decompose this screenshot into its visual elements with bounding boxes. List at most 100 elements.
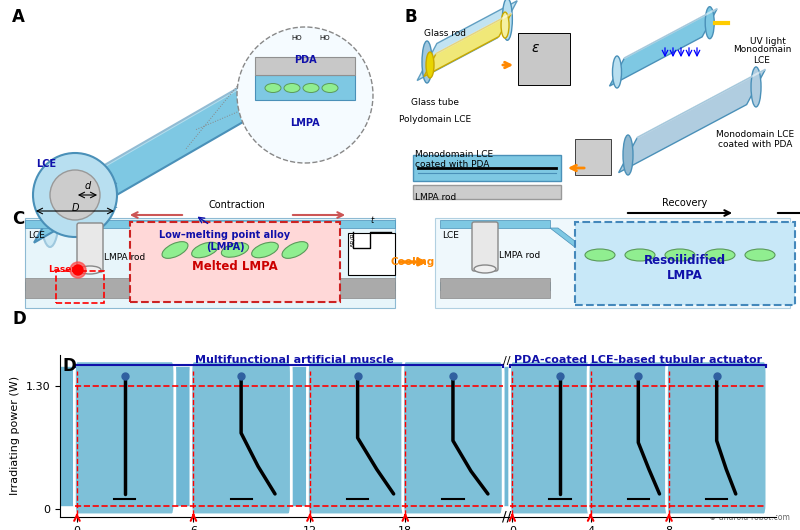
Text: Monodomain
LCE: Monodomain LCE <box>733 45 791 65</box>
Ellipse shape <box>613 56 622 88</box>
Text: D: D <box>12 310 26 328</box>
Text: Contraction: Contraction <box>209 200 266 210</box>
Bar <box>610 266 775 286</box>
FancyBboxPatch shape <box>77 223 103 272</box>
Bar <box>25 282 395 290</box>
Text: //: // <box>502 509 511 523</box>
FancyBboxPatch shape <box>666 361 767 515</box>
Text: A: A <box>12 8 25 26</box>
Circle shape <box>73 265 83 275</box>
Text: LMPA rod: LMPA rod <box>415 193 456 202</box>
Bar <box>610 278 775 286</box>
Bar <box>518 33 570 85</box>
Bar <box>60 367 617 505</box>
Text: HO: HO <box>292 35 302 41</box>
Ellipse shape <box>474 265 496 273</box>
Text: Multifunctional artificial muscle: Multifunctional artificial muscle <box>194 355 394 365</box>
Text: //: // <box>502 356 510 366</box>
Bar <box>440 220 550 228</box>
FancyBboxPatch shape <box>510 361 610 515</box>
Polygon shape <box>417 1 518 81</box>
FancyBboxPatch shape <box>255 75 355 100</box>
Ellipse shape <box>705 249 735 261</box>
Bar <box>348 233 395 275</box>
Text: D: D <box>71 203 78 213</box>
Ellipse shape <box>222 243 249 257</box>
Text: Polydomain LCE: Polydomain LCE <box>399 115 471 124</box>
FancyBboxPatch shape <box>588 361 689 515</box>
Bar <box>413 185 561 199</box>
Bar <box>130 222 340 302</box>
Ellipse shape <box>162 242 188 258</box>
Text: d: d <box>84 181 90 191</box>
Text: LCE: LCE <box>36 159 56 169</box>
Circle shape <box>70 262 86 278</box>
Ellipse shape <box>426 52 434 78</box>
Ellipse shape <box>623 135 633 175</box>
Bar <box>25 278 395 298</box>
Text: Recovery: Recovery <box>662 198 708 208</box>
Ellipse shape <box>745 249 775 261</box>
Ellipse shape <box>265 84 281 93</box>
Ellipse shape <box>192 242 218 258</box>
Y-axis label: Irradiating power (W): Irradiating power (W) <box>10 376 20 496</box>
Ellipse shape <box>284 84 300 93</box>
Text: HO: HO <box>320 35 330 41</box>
FancyBboxPatch shape <box>191 361 291 515</box>
Text: LMPA: LMPA <box>290 118 320 128</box>
Polygon shape <box>424 14 511 76</box>
Text: Monodomain LCE
coated with PDA: Monodomain LCE coated with PDA <box>415 150 493 170</box>
Text: Laser: Laser <box>48 266 76 275</box>
Circle shape <box>237 27 373 163</box>
Bar <box>610 270 775 278</box>
Text: Glass rod: Glass rod <box>424 29 466 38</box>
Bar <box>25 220 395 228</box>
Bar <box>575 139 611 175</box>
Text: ε: ε <box>531 41 538 55</box>
Ellipse shape <box>282 242 308 258</box>
Text: PDA-coated LCE-based tubular actuator: PDA-coated LCE-based tubular actuator <box>514 355 762 365</box>
Ellipse shape <box>625 249 655 261</box>
Text: Melted LMPA: Melted LMPA <box>192 261 278 273</box>
FancyBboxPatch shape <box>402 361 503 515</box>
Ellipse shape <box>501 12 509 38</box>
Ellipse shape <box>665 249 695 261</box>
Bar <box>440 278 550 298</box>
Text: UV light: UV light <box>750 38 786 47</box>
Bar <box>25 218 395 308</box>
Text: D: D <box>62 357 76 375</box>
Ellipse shape <box>502 0 512 40</box>
Text: C: C <box>12 210 24 228</box>
Ellipse shape <box>79 266 101 274</box>
Circle shape <box>50 170 100 220</box>
FancyBboxPatch shape <box>472 222 498 271</box>
Text: Low–melting point alloy
(LMPA): Low–melting point alloy (LMPA) <box>159 230 290 252</box>
Circle shape <box>33 153 117 237</box>
Ellipse shape <box>322 84 338 93</box>
Ellipse shape <box>262 56 280 119</box>
Bar <box>56 271 104 303</box>
Ellipse shape <box>422 41 432 83</box>
Text: Resoilidified
LMPA: Resoilidified LMPA <box>644 254 726 282</box>
FancyBboxPatch shape <box>74 361 175 515</box>
Text: LMPA rod: LMPA rod <box>104 252 146 261</box>
Bar <box>440 282 550 290</box>
Text: B: B <box>405 8 418 26</box>
Bar <box>435 218 790 308</box>
Polygon shape <box>550 228 610 268</box>
Text: Cooling: Cooling <box>391 257 435 267</box>
Text: Glass tube: Glass tube <box>411 98 459 107</box>
Bar <box>413 155 561 181</box>
Ellipse shape <box>303 84 319 93</box>
Bar <box>575 222 795 305</box>
Text: PDA: PDA <box>294 55 316 65</box>
Ellipse shape <box>252 242 278 258</box>
Text: LMPA rod: LMPA rod <box>499 252 540 261</box>
Polygon shape <box>610 8 718 86</box>
Text: Monodomain LCE
coated with PDA: Monodomain LCE coated with PDA <box>716 130 794 149</box>
Text: © android-robot.com: © android-robot.com <box>709 513 790 522</box>
FancyBboxPatch shape <box>307 361 408 515</box>
Text: t: t <box>370 216 374 225</box>
Text: LCE: LCE <box>28 232 45 241</box>
Polygon shape <box>34 60 287 243</box>
